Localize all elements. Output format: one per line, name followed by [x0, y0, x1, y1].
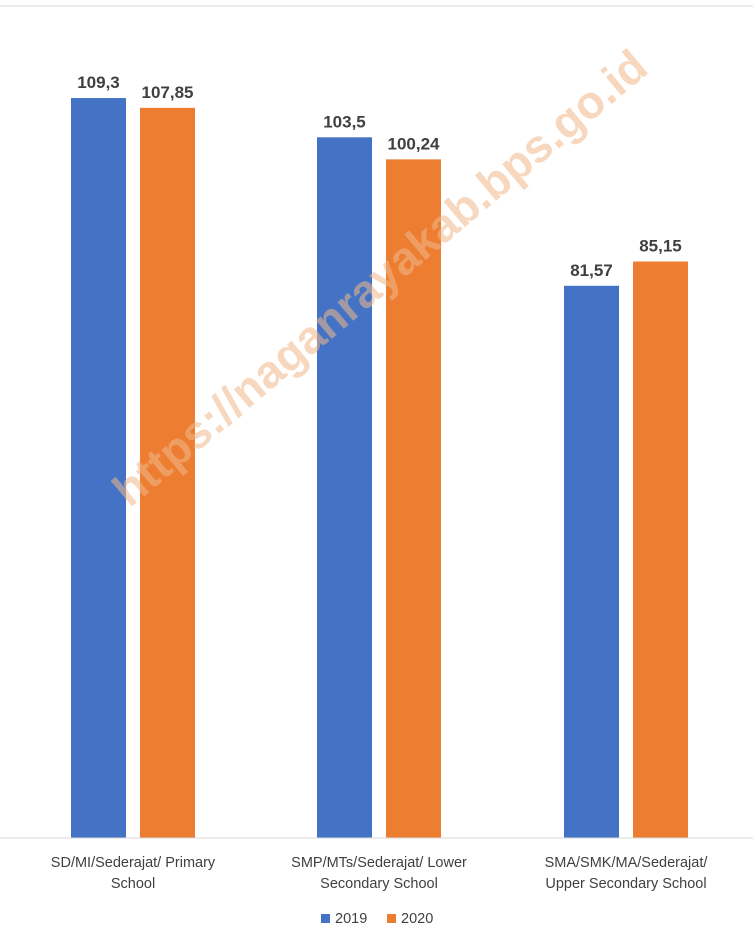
plot-area: 109,3 107,85 103,5 100,24 81,57 85,15 [71, 73, 688, 839]
bar-2019-0 [71, 98, 126, 838]
legend-label-2020: 2020 [401, 911, 433, 927]
category-label-2-0: SMA/SMK/MA/Sederajat/ [545, 855, 709, 871]
data-label-2020-1: 100,24 [388, 134, 441, 153]
category-label-0-1: School [111, 876, 155, 892]
category-label-1-1: Secondary School [320, 876, 438, 892]
legend-swatch-2019 [321, 914, 330, 923]
bar-2019-2 [564, 285, 619, 838]
data-label-2019-1: 103,5 [323, 112, 366, 131]
category-label-1-0: SMP/MTs/Sederajat/ Lower [291, 855, 467, 871]
bar-2020-0 [140, 107, 195, 839]
data-label-2019-2: 81,57 [570, 261, 613, 280]
category-label-0-0: SD/MI/Sederajat/ Primary [51, 855, 216, 871]
bar-2020-1 [386, 159, 441, 839]
category-axis: SD/MI/Sederajat/ Primary School SMP/MTs/Se… [51, 855, 709, 892]
legend-label-2019: 2019 [335, 911, 367, 927]
bar-2020-2 [633, 261, 688, 838]
category-label-2-1: Upper Secondary School [545, 876, 706, 892]
bar-2019-1 [317, 137, 372, 838]
data-label-2020-0: 107,85 [142, 83, 194, 102]
data-label-2019-0: 109,3 [77, 73, 120, 92]
data-label-2020-2: 85,15 [639, 237, 682, 256]
legend-swatch-2020 [387, 914, 396, 923]
legend: 2019 2020 [321, 911, 433, 927]
